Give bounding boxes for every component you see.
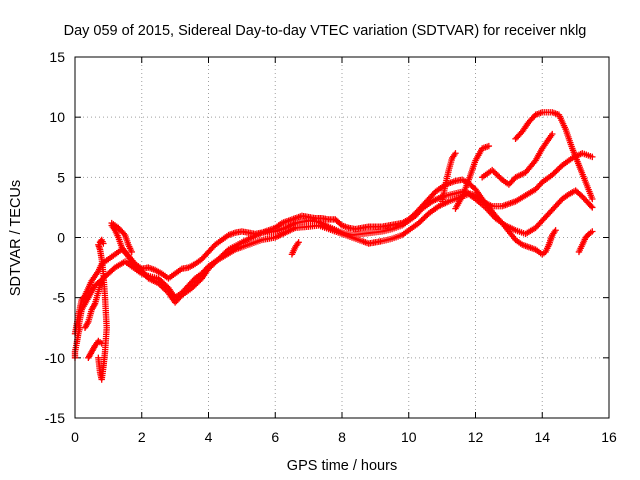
y-tick-label: -10: [45, 350, 65, 366]
data-point: [128, 248, 135, 256]
series-trace-5: [452, 142, 493, 212]
y-axis-label: SDTVAR / TECUs: [8, 180, 24, 296]
x-tick-label: 14: [534, 429, 550, 445]
x-tick-label: 10: [401, 429, 417, 445]
x-tick-label: 2: [138, 429, 146, 445]
series-trace-13: [85, 337, 105, 362]
series-trace-16: [108, 219, 135, 256]
series-trace-7: [512, 109, 596, 203]
x-tick-label: 8: [338, 429, 346, 445]
x-tick-label: 16: [601, 429, 617, 445]
series-trace-4: [438, 150, 459, 205]
series-trace-14: [95, 241, 110, 383]
series-trace-2: [75, 187, 596, 331]
data-point: [589, 195, 596, 203]
data-point: [120, 230, 127, 237]
series-trace-3: [108, 150, 596, 306]
data-point: [485, 142, 493, 150]
data-point: [589, 153, 596, 161]
plot-frame: [74, 56, 610, 419]
series-trace-15: [96, 236, 107, 247]
data-point: [552, 227, 559, 234]
x-tick-label: 0: [71, 429, 79, 445]
data-point: [452, 150, 459, 157]
y-tick-label: -5: [53, 290, 66, 306]
grid: [75, 57, 609, 418]
data-point: [100, 240, 107, 247]
x-tick-label: 6: [271, 429, 279, 445]
data-points: [71, 109, 596, 383]
y-tick-label: 5: [57, 169, 65, 185]
y-tick-label: 0: [57, 230, 65, 246]
x-tick-label: 12: [468, 429, 484, 445]
series-trace-10: [288, 239, 302, 258]
tick-labels: 0 2 4 6 8 10 12 14 16 -15 -10 -5 0 5 10 15: [45, 49, 617, 445]
series-trace-9: [575, 228, 596, 256]
data-point: [549, 130, 556, 138]
y-tick-label: 10: [49, 109, 65, 125]
chart-title: Day 059 of 2015, Sidereal Day-to-day VTE…: [64, 23, 587, 39]
data-point: [589, 204, 596, 211]
series-trace-6: [478, 130, 556, 188]
data-point: [223, 247, 231, 255]
y-tick-label: 15: [49, 49, 65, 65]
x-axis-label: GPS time / hours: [287, 458, 397, 474]
data-point: [589, 228, 596, 235]
data-point: [95, 354, 102, 362]
data-point: [588, 203, 595, 210]
data-point: [295, 239, 302, 246]
x-tick-label: 4: [205, 429, 213, 445]
series-trace-8: [545, 227, 559, 248]
y-tick-label: -15: [45, 410, 65, 426]
